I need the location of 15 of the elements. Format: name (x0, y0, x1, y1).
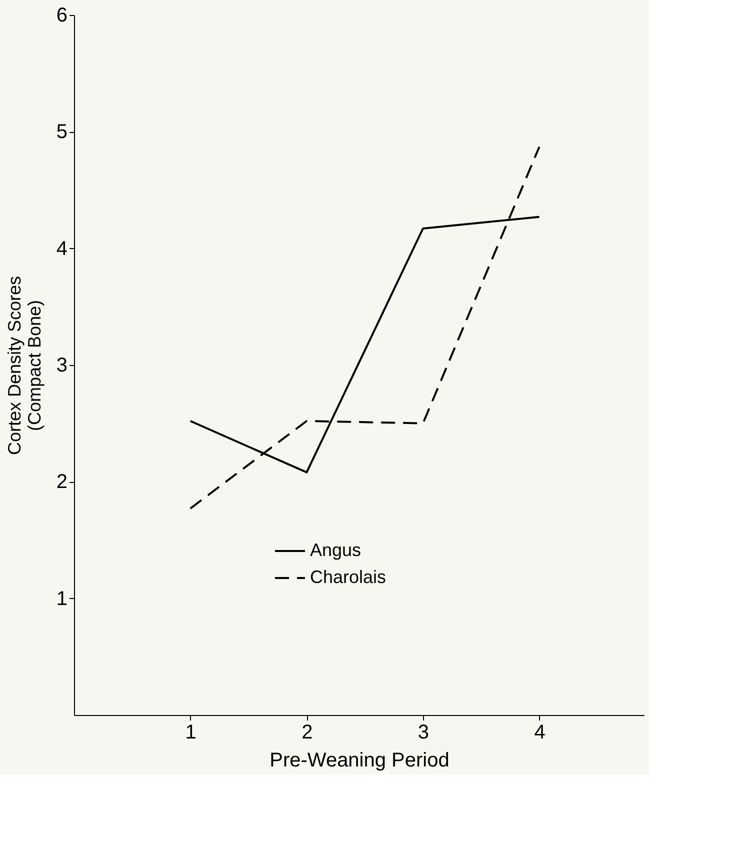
y-tick-label: 5 (56, 121, 68, 144)
y-tick-label: 6 (56, 4, 68, 26)
y-tick-label: 3 (56, 354, 68, 376)
x-tick-label: 4 (534, 722, 546, 744)
y-axis-title: Cortex Density Scores (Compact Bone) (4, 276, 44, 456)
y-tick-label: 2 (56, 471, 68, 494)
y-tick-label: 4 (56, 238, 68, 260)
line-series (189, 146, 540, 510)
y-tick-label: 1 (56, 588, 68, 610)
x-tick-label: 3 (418, 722, 430, 744)
legend-label: Charolais (310, 567, 386, 587)
x-axis-title: Pre-Weaning Period (270, 750, 450, 772)
x-tick-label: 1 (185, 722, 196, 744)
legend-label: Angus (310, 540, 362, 560)
x-tick-label: 2 (302, 722, 313, 744)
